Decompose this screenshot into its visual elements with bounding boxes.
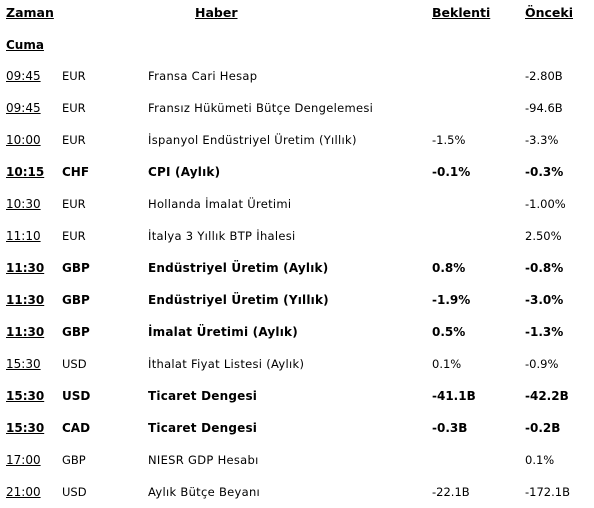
time-link[interactable]: 10:15 xyxy=(6,165,45,179)
table-row: 09:45 EUR Fransız Hükümeti Bütçe Dengeleme… xyxy=(0,92,594,124)
time-link[interactable]: 09:45 xyxy=(6,101,41,115)
currency-cell: GBP xyxy=(62,453,86,467)
time-link[interactable]: 15:30 xyxy=(6,389,45,403)
currency-cell: CAD xyxy=(62,421,91,435)
table-row: 10:00 EUR İspanyol Endüstriyel Üretim (Yıl… xyxy=(0,124,594,156)
event-name: İtalya 3 Yıllık BTP İhalesi xyxy=(148,229,296,243)
previous-value: -0.8% xyxy=(525,261,564,275)
table-row: 15:30 USD Ticaret Dengesi -41.1B -42.2B xyxy=(0,380,594,412)
time-link[interactable]: 17:00 xyxy=(6,453,41,467)
event-name: Aylık Bütçe Beyanı xyxy=(148,485,261,499)
currency-cell: EUR xyxy=(62,101,86,115)
table-row: 11:30 GBP İmalat Üretimi (Aylık) 0.5% -1.3% xyxy=(0,316,594,348)
time-link[interactable]: 15:30 xyxy=(6,421,45,435)
expected-value: -41.1B xyxy=(432,389,476,403)
table-row: 09:45 EUR Fransa Cari Hesap -2.80B xyxy=(0,60,594,92)
event-name: Ticaret Dengesi xyxy=(148,421,258,435)
table-row: 15:30 CAD Ticaret Dengesi -0.3B -0.2B xyxy=(0,412,594,444)
expected-value: -0.1% xyxy=(432,165,471,179)
time-link[interactable]: 09:45 xyxy=(6,69,41,83)
expected-value: 0.8% xyxy=(432,261,466,275)
currency-cell: EUR xyxy=(62,69,86,83)
previous-value: 2.50% xyxy=(525,229,562,243)
event-name: Fransa Cari Hesap xyxy=(148,69,258,83)
previous-value: -1.00% xyxy=(525,197,566,211)
currency-cell: GBP xyxy=(62,293,90,307)
time-link[interactable]: 11:30 xyxy=(6,261,45,275)
event-name: Endüstriyel Üretim (Yıllık) xyxy=(148,293,329,307)
currency-cell: CHF xyxy=(62,165,90,179)
event-name: Fransız Hükümeti Bütçe Dengelemesi xyxy=(148,101,374,115)
previous-value: -172.1B xyxy=(525,485,570,499)
column-header-onceki[interactable]: Önceki xyxy=(525,5,574,20)
calendar-table-body: 09:45 EUR Fransa Cari Hesap -2.80B 09:45 EUR F… xyxy=(0,60,594,508)
column-header-zaman[interactable]: Zaman xyxy=(6,5,54,20)
time-link[interactable]: 11:30 xyxy=(6,293,45,307)
currency-cell: USD xyxy=(62,389,91,403)
event-name: Hollanda İmalat Üretimi xyxy=(148,197,292,211)
column-header-beklenti[interactable]: Beklenti xyxy=(432,5,491,20)
currency-cell: GBP xyxy=(62,325,90,339)
previous-value: -0.2B xyxy=(525,421,561,435)
table-header: Zaman Haber Beklenti Önceki xyxy=(0,0,594,26)
event-name: İmalat Üretimi (Aylık) xyxy=(148,325,298,339)
previous-value: -0.9% xyxy=(525,357,559,371)
time-link[interactable]: 15:30 xyxy=(6,357,41,371)
currency-cell: GBP xyxy=(62,261,90,275)
currency-cell: USD xyxy=(62,357,87,371)
previous-value: -1.3% xyxy=(525,325,564,339)
currency-cell: USD xyxy=(62,485,87,499)
table-row: 11:30 GBP Endüstriyel Üretim (Aylık) 0.8% -0… xyxy=(0,252,594,284)
table-row: 15:30 USD İthalat Fiyat Listesi (Aylık) 0.1… xyxy=(0,348,594,380)
table-row: 10:15 CHF CPI (Aylık) -0.1% -0.3% xyxy=(0,156,594,188)
expected-value: -22.1B xyxy=(432,485,470,499)
event-name: İspanyol Endüstriyel Üretim (Yıllık) xyxy=(148,133,357,147)
column-header-haber[interactable]: Haber xyxy=(195,5,238,20)
expected-value: 0.5% xyxy=(432,325,466,339)
currency-cell: EUR xyxy=(62,133,86,147)
table-row: 11:30 GBP Endüstriyel Üretim (Yıllık) -1.9%… xyxy=(0,284,594,316)
table-row: 21:00 USD Aylık Bütçe Beyanı -22.1B -172.1B xyxy=(0,476,594,508)
previous-value: -94.6B xyxy=(525,101,563,115)
day-label[interactable]: Cuma xyxy=(6,38,44,52)
time-link[interactable]: 10:30 xyxy=(6,197,41,211)
time-link[interactable]: 11:30 xyxy=(6,325,45,339)
previous-value: -3.3% xyxy=(525,133,559,147)
expected-value: -1.9% xyxy=(432,293,471,307)
previous-value: 0.1% xyxy=(525,453,555,467)
event-name: Endüstriyel Üretim (Aylık) xyxy=(148,261,329,275)
expected-value: -1.5% xyxy=(432,133,466,147)
previous-value: -2.80B xyxy=(525,69,563,83)
event-name: CPI (Aylık) xyxy=(148,165,221,179)
currency-cell: EUR xyxy=(62,197,86,211)
event-name: İthalat Fiyat Listesi (Aylık) xyxy=(148,357,305,371)
expected-value: 0.1% xyxy=(432,357,462,371)
expected-value: -0.3B xyxy=(432,421,468,435)
event-name: NIESR GDP Hesabı xyxy=(148,453,259,467)
previous-value: -0.3% xyxy=(525,165,564,179)
time-link[interactable]: 11:10 xyxy=(6,229,41,243)
table-row: 17:00 GBP NIESR GDP Hesabı 0.1% xyxy=(0,444,594,476)
table-row: 10:30 EUR Hollanda İmalat Üretimi -1.00% xyxy=(0,188,594,220)
currency-cell: EUR xyxy=(62,229,86,243)
previous-value: -3.0% xyxy=(525,293,564,307)
time-link[interactable]: 21:00 xyxy=(6,485,41,499)
previous-value: -42.2B xyxy=(525,389,569,403)
table-row: 11:10 EUR İtalya 3 Yıllık BTP İhalesi 2.50% xyxy=(0,220,594,252)
time-link[interactable]: 10:00 xyxy=(6,133,41,147)
event-name: Ticaret Dengesi xyxy=(148,389,258,403)
